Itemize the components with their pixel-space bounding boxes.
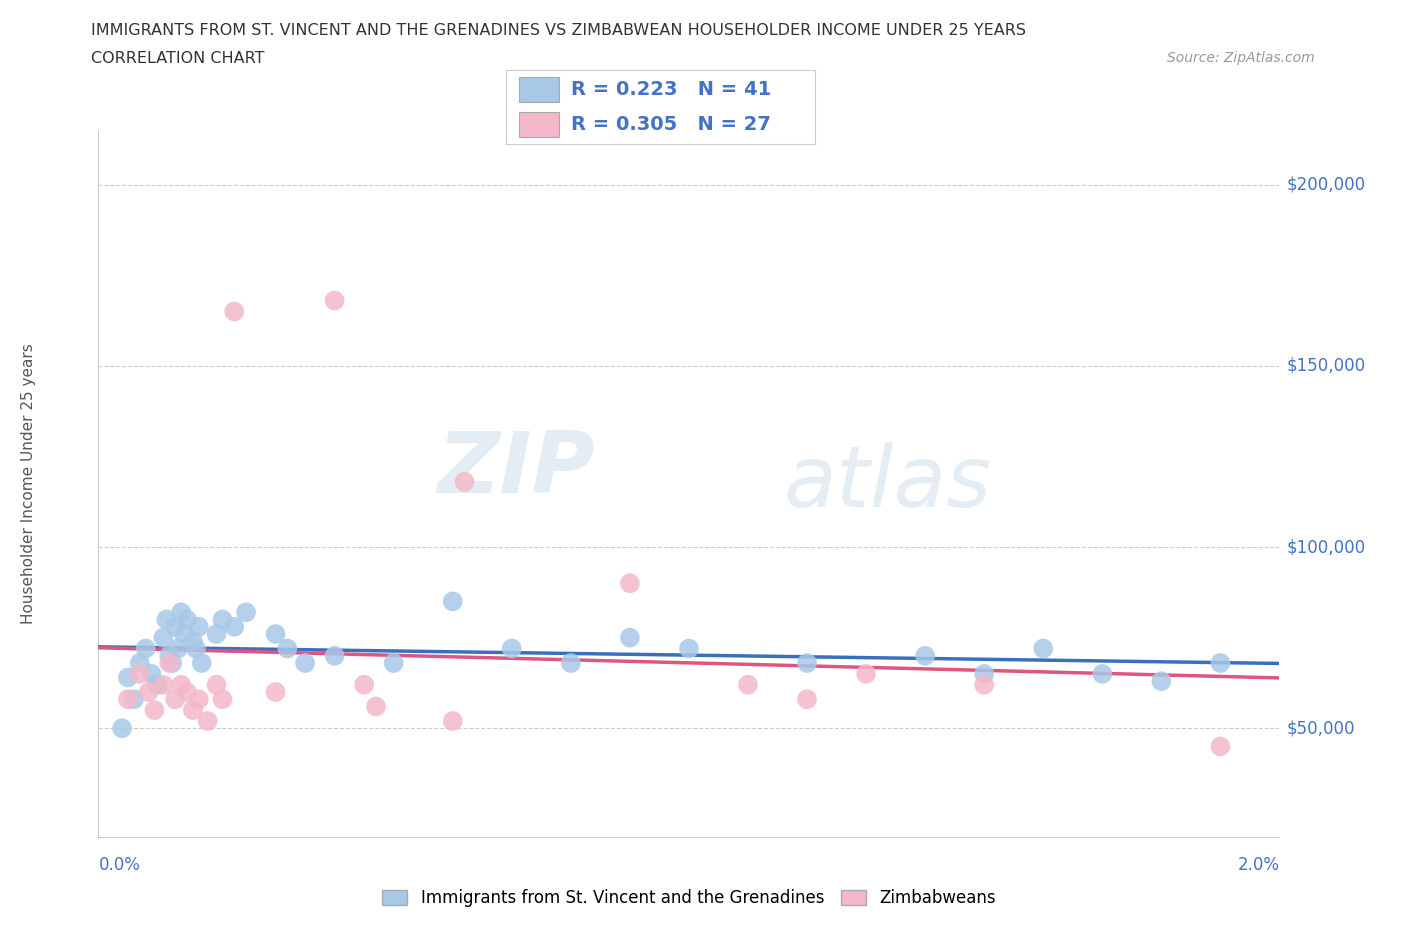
Point (211, 692, 233, 707)
Point (141, 667, 163, 682)
Point (167, 641, 190, 656)
Point (796, 692, 818, 707)
Point (501, 641, 523, 656)
Point (128, 667, 150, 682)
Point (224, 304, 246, 319)
Point (224, 619, 246, 634)
FancyBboxPatch shape (519, 113, 558, 137)
Point (157, 648, 180, 663)
Point (111, 721, 134, 736)
Point (737, 677, 759, 692)
Point (152, 631, 174, 645)
Point (619, 631, 641, 645)
Point (211, 612, 233, 627)
Text: atlas: atlas (783, 442, 991, 525)
Text: Source: ZipAtlas.com: Source: ZipAtlas.com (1167, 51, 1315, 65)
Point (176, 684, 198, 699)
Point (170, 604, 193, 619)
Text: 0.0%: 0.0% (98, 856, 141, 873)
Point (165, 619, 187, 634)
Point (294, 656, 316, 671)
Text: CORRELATION CHART: CORRELATION CHART (91, 51, 264, 66)
Point (323, 293, 346, 308)
Point (382, 656, 405, 671)
Point (187, 619, 209, 634)
Point (157, 656, 180, 671)
Point (796, 656, 818, 671)
Point (155, 612, 177, 627)
Point (441, 594, 464, 609)
Point (143, 703, 166, 718)
Point (973, 677, 995, 692)
Point (173, 627, 195, 642)
Text: IMMIGRANTS FROM ST. VINCENT AND THE GRENADINES VS ZIMBABWEAN HOUSEHOLDER INCOME : IMMIGRANTS FROM ST. VINCENT AND THE GREN… (91, 23, 1026, 38)
Point (146, 677, 169, 692)
Text: $150,000: $150,000 (1286, 357, 1365, 375)
Point (181, 634, 204, 649)
Point (165, 692, 187, 707)
Text: $100,000: $100,000 (1286, 538, 1365, 556)
Point (1209, 656, 1232, 671)
Point (453, 474, 475, 489)
Point (353, 677, 375, 692)
Legend: Immigrants from St. Vincent and the Grenadines, Zimbabweans: Immigrants from St. Vincent and the Gren… (375, 883, 1002, 913)
Point (191, 656, 214, 671)
Point (235, 604, 257, 619)
FancyBboxPatch shape (519, 77, 558, 101)
Point (176, 612, 198, 627)
Point (560, 656, 582, 671)
Point (619, 576, 641, 591)
Text: Householder Income Under 25 years: Householder Income Under 25 years (21, 343, 35, 624)
Point (441, 713, 464, 728)
Point (128, 656, 150, 671)
Text: 2.0%: 2.0% (1237, 856, 1279, 873)
Text: ZIP: ZIP (437, 428, 595, 511)
Point (678, 641, 700, 656)
Point (1209, 739, 1232, 754)
Point (170, 677, 193, 692)
Text: R = 0.223   N = 41: R = 0.223 N = 41 (571, 80, 772, 100)
Point (117, 692, 139, 707)
Point (855, 667, 877, 682)
Point (205, 627, 228, 642)
Point (138, 684, 160, 699)
Point (162, 656, 183, 671)
Point (135, 641, 157, 656)
Text: $200,000: $200,000 (1286, 176, 1365, 193)
Point (264, 684, 287, 699)
Point (1150, 673, 1173, 688)
Point (187, 692, 209, 707)
Point (914, 648, 936, 663)
Point (364, 699, 387, 714)
Point (973, 667, 995, 682)
Point (323, 648, 346, 663)
Point (276, 641, 298, 656)
Point (181, 703, 204, 718)
Point (1091, 667, 1114, 682)
Point (264, 627, 287, 642)
Point (117, 671, 139, 685)
Point (205, 677, 228, 692)
Text: $50,000: $50,000 (1286, 719, 1355, 737)
Point (152, 677, 174, 692)
Text: R = 0.305   N = 27: R = 0.305 N = 27 (571, 114, 770, 134)
Point (184, 641, 207, 656)
Point (122, 692, 145, 707)
Point (1032, 641, 1054, 656)
Point (197, 713, 219, 728)
